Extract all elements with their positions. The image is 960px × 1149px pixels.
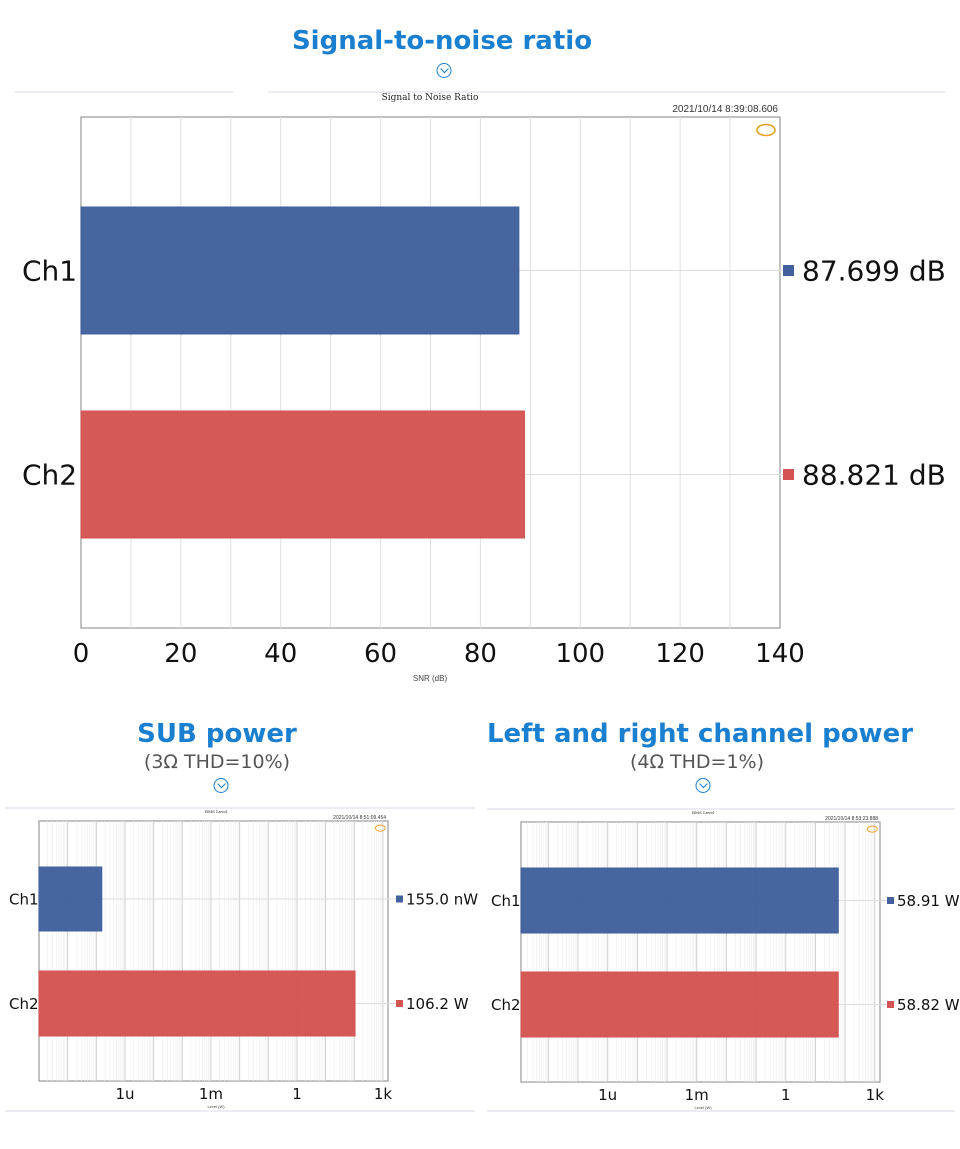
- x-tick-label: 140: [755, 639, 805, 669]
- bar-ch1: [80, 206, 520, 335]
- legend-marker: [396, 895, 403, 903]
- chart-title: Signal to Noise Ratio: [382, 93, 479, 103]
- legend-marker: [887, 1001, 894, 1008]
- x-tick-label: 1: [781, 1086, 791, 1104]
- bar-ch1: [520, 867, 839, 934]
- x-axis-label: Level (W): [694, 1105, 712, 1110]
- ap-logo-icon: [374, 824, 386, 832]
- x-tick-label: 40: [264, 639, 297, 669]
- x-tick-label: 80: [464, 639, 497, 669]
- timestamp: 2021/10/14 8:39:08.606: [672, 104, 778, 115]
- value-label: 106.2 W: [406, 995, 469, 1013]
- bar-ch1: [38, 866, 103, 932]
- x-tick-label: 60: [364, 639, 397, 669]
- bar-ch2: [38, 970, 356, 1037]
- plot-frame: [38, 820, 389, 1082]
- lr-power-heading: Left and right channel power: [486, 719, 914, 749]
- legend-marker: [887, 897, 894, 904]
- x-tick-label: 1m: [685, 1086, 709, 1104]
- value-label: 87.699 dB: [802, 255, 946, 288]
- bar-ch2: [80, 410, 525, 539]
- category-label: Ch2: [9, 995, 39, 1013]
- legend-marker: [783, 265, 794, 276]
- bar-ch2: [520, 971, 839, 1038]
- category-label: Ch1: [22, 255, 77, 288]
- value-label: 88.821 dB: [802, 459, 946, 492]
- ap-logo-icon: [756, 123, 776, 137]
- x-tick-label: 0: [73, 639, 90, 669]
- x-tick-label: 120: [655, 639, 705, 669]
- chevron-down-icon: [436, 63, 452, 78]
- category-label: Ch1: [491, 892, 521, 910]
- category-label: Ch2: [22, 459, 77, 492]
- chevron-down-icon: [695, 778, 711, 793]
- x-tick-label: 1k: [866, 1086, 885, 1104]
- x-tick-label: 100: [555, 639, 605, 669]
- chart-title: RMS Level: [205, 809, 228, 814]
- value-label: 155.0 nW: [406, 890, 478, 908]
- snr-heading: Signal-to-noise ratio: [291, 26, 593, 56]
- value-label: 58.91 W: [897, 892, 960, 910]
- x-tick-label: 1: [292, 1085, 302, 1103]
- x-tick-label: 1u: [115, 1085, 134, 1103]
- legend-marker: [396, 1000, 403, 1007]
- x-tick-label: 1k: [374, 1085, 393, 1103]
- x-tick-label: 1m: [199, 1085, 223, 1103]
- x-axis-label: SNR (dB): [413, 674, 448, 683]
- timestamp: 2021/10/14 8:51:09.454: [333, 815, 386, 821]
- x-tick-label: 20: [164, 639, 197, 669]
- value-label: 58.82 W: [897, 996, 960, 1014]
- category-label: Ch1: [9, 890, 39, 908]
- chevron-down-icon: [213, 778, 229, 793]
- x-axis-label: Level (W): [207, 1104, 225, 1109]
- plot-frame: [520, 821, 881, 1083]
- lr-power-subtitle: (4Ω THD=1%): [629, 751, 765, 773]
- category-label: Ch2: [491, 996, 521, 1014]
- timestamp: 2021/10/14 8:53:23.888: [825, 816, 878, 822]
- ap-logo-icon: [866, 825, 878, 833]
- chart-title: RMS Level: [692, 810, 715, 815]
- sub-power-subtitle: (3Ω THD=10%): [143, 751, 291, 773]
- legend-marker: [783, 469, 794, 480]
- sub-power-heading: SUB power: [137, 719, 297, 749]
- x-tick-label: 1u: [598, 1086, 617, 1104]
